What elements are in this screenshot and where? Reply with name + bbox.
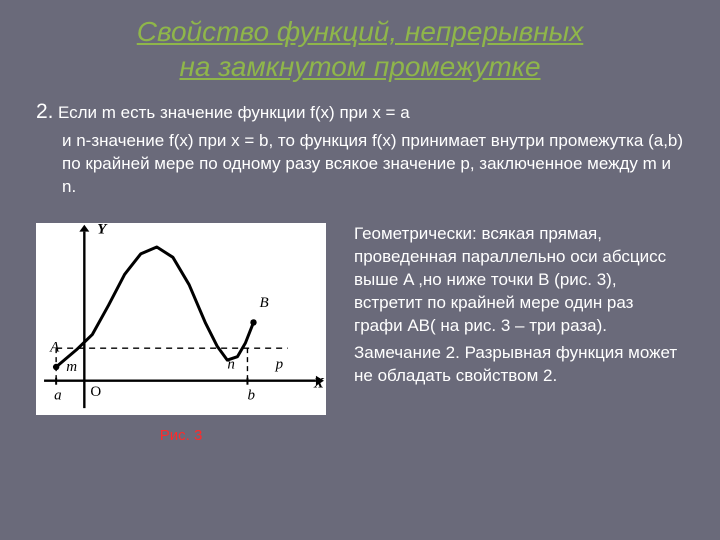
svg-text:A: A [49,340,60,356]
svg-text:m: m [66,359,77,375]
svg-text:p: p [275,357,284,373]
item-line-2: и n-значение f(x) при x = b, то функция … [36,130,684,199]
svg-text:X: X [313,376,325,392]
svg-text:a: a [54,388,62,404]
geom-p1: Геометрически: всякая прямая, проведенна… [354,223,684,338]
item-number: 2. [36,100,54,123]
title-line-2: на замкнутом промежутке [179,51,540,82]
item-line-1: Если m есть значение функции f(x) при x … [58,103,410,122]
svg-text:n: n [227,357,235,373]
svg-text:B: B [260,295,269,311]
svg-text:O: O [90,384,101,400]
svg-text:b: b [247,388,255,404]
geometric-text: Геометрически: всякая прямая, проведенна… [354,223,684,444]
figure-caption: Рис. 3 [36,427,326,444]
geom-p2: Замечание 2. Разрывная функция может не … [354,342,684,388]
title-line-1: Свойство функций, непрерывных [137,16,584,47]
slide-title: Свойство функций, непрерывных на замкнут… [36,14,684,84]
figure-svg: YXABOabmnp [36,223,326,415]
figure-block: YXABOabmnp Рис. 3 [36,223,326,444]
theorem-text: 2. Если m есть значение функции f(x) при… [36,98,684,199]
